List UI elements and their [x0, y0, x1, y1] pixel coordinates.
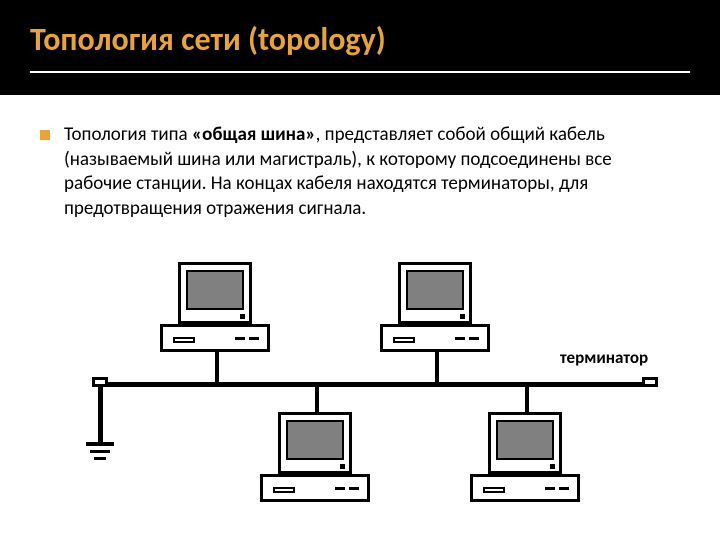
workstation-3 [260, 412, 370, 507]
screen [496, 420, 554, 460]
terminator-right-box [642, 377, 658, 387]
terminator-left-box [92, 377, 108, 387]
bus-segment [86, 442, 114, 446]
monitor-knob [340, 464, 345, 469]
bus-segment [94, 457, 106, 460]
monitor-knob [240, 314, 245, 319]
drive-slot [235, 337, 245, 340]
drive-slot [559, 487, 569, 490]
content-area: Топология типа «общая шина», представляе… [0, 95, 720, 232]
body-text: Топология типа «общая шина», представляе… [64, 123, 680, 222]
computer-base [380, 324, 490, 352]
bullet-paragraph: Топология типа «общая шина», представляе… [40, 123, 680, 222]
drive-slot [173, 337, 195, 343]
drive-slot [455, 337, 465, 340]
bullet-icon [40, 130, 50, 140]
monitor-icon [178, 262, 252, 324]
bus-topology-diagram: терминатор [40, 242, 680, 512]
bus-segment [315, 382, 319, 412]
text-prefix: Топология типа [64, 123, 192, 146]
bus-segment [100, 382, 650, 387]
header-band: Топология сети (topology) [0, 0, 720, 95]
screen [186, 270, 244, 310]
page-title: Топология сети (topology) [30, 20, 690, 73]
drive-slot [393, 337, 415, 343]
drive-slot [335, 487, 345, 490]
computer-base [260, 474, 370, 502]
monitor-icon [488, 412, 562, 474]
monitor-knob [550, 464, 555, 469]
drive-slot [349, 487, 359, 490]
text-bold: «общая шина» [192, 123, 316, 146]
screen [406, 270, 464, 310]
monitor-icon [278, 412, 352, 474]
computer-base [160, 324, 270, 352]
screen [286, 420, 344, 460]
drive-slot [545, 487, 555, 490]
drive-slot [249, 337, 259, 340]
workstation-4 [470, 412, 580, 507]
bus-segment [98, 387, 103, 442]
monitor-icon [398, 262, 472, 324]
drive-slot [273, 487, 295, 493]
bus-segment [525, 382, 529, 412]
monitor-knob [460, 314, 465, 319]
workstation-2 [380, 262, 490, 357]
terminator-label: терминатор [560, 347, 648, 368]
workstation-1 [160, 262, 270, 357]
drive-slot [469, 337, 479, 340]
bus-segment [90, 450, 110, 453]
drive-slot [483, 487, 505, 493]
computer-base [470, 474, 580, 502]
